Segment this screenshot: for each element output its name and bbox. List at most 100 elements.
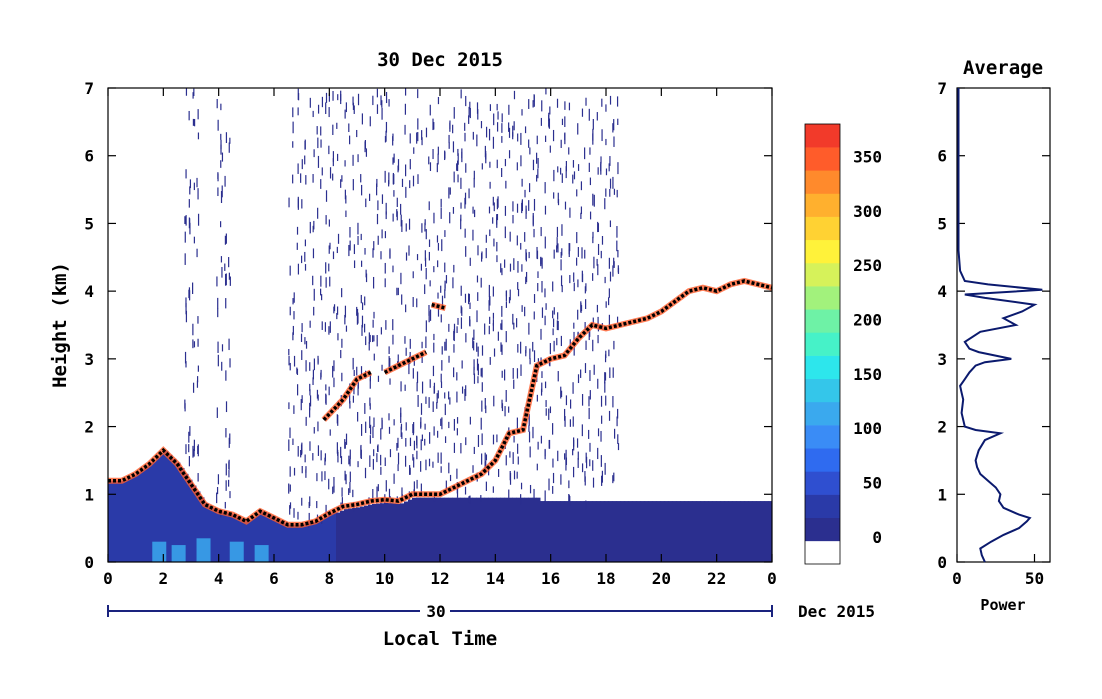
- heatmap-cell: [472, 337, 474, 349]
- heatmap-cell: [576, 438, 579, 448]
- heatmap-cell: [444, 403, 446, 416]
- heatmap-cell: [221, 361, 223, 371]
- heatmap-cell: [376, 503, 381, 562]
- heatmap-cell: [184, 216, 186, 224]
- heatmap-cell: [425, 396, 427, 404]
- heatmap-cell: [332, 158, 334, 167]
- heatmap-cell: [217, 474, 220, 485]
- heatmap-cell: [376, 183, 378, 196]
- heatmap-cell: [569, 274, 571, 284]
- heatmap-cell: [556, 320, 558, 331]
- heatmap-cell: [473, 177, 475, 188]
- heatmap-cell: [216, 407, 218, 418]
- heatmap-cell: [393, 190, 395, 197]
- heatmap-cell: [477, 435, 480, 447]
- heatmap-cell: [549, 106, 551, 115]
- heatmap-cell: [300, 333, 303, 342]
- heatmap-cell: [284, 522, 289, 562]
- heatmap-cell: [613, 136, 615, 147]
- heatmap-cell: [312, 110, 314, 118]
- heatmap-cell: [412, 424, 414, 433]
- heatmap-cell: [376, 88, 378, 98]
- heatmap-cell: [564, 101, 566, 110]
- heatmap-cell: [384, 262, 386, 274]
- y-axis: 0 1 2 3 4 5 6 7: [84, 79, 772, 572]
- heatmap-cell: [228, 338, 230, 351]
- heatmap-cell: [504, 406, 506, 417]
- heatmap-cell: [376, 453, 378, 463]
- heatmap-cell: [388, 356, 390, 368]
- heatmap-cell: [576, 501, 581, 562]
- heatmap-cell: [417, 394, 419, 407]
- heatmap-cell: [540, 328, 542, 340]
- heatmap-cell: [368, 332, 370, 344]
- heatmap-cell: [337, 233, 340, 244]
- heatmap-cell: [436, 163, 438, 173]
- heatmap-cell: [492, 136, 495, 149]
- heatmap-cell: [376, 213, 379, 225]
- heatmap-cell: [400, 381, 402, 392]
- heatmap-cell: [389, 358, 391, 369]
- average-y-tick-label: 5: [937, 214, 947, 233]
- heatmap-cell: [412, 271, 414, 279]
- heatmap-cell: [521, 264, 523, 272]
- heatmap-cell: [124, 479, 129, 562]
- heatmap-cell: [540, 226, 542, 237]
- heatmap-cell: [336, 442, 338, 454]
- heatmap-cell: [604, 372, 606, 384]
- heatmap-cell: [380, 251, 382, 260]
- heatmap-cell: [596, 112, 598, 121]
- heatmap-cell: [305, 340, 308, 349]
- heatmap-cell: [189, 290, 191, 301]
- heatmap-cell: [585, 456, 588, 469]
- heatmap-cell: [309, 320, 311, 328]
- heatmap-cell: [517, 289, 520, 297]
- y-tick-label: 5: [84, 214, 94, 233]
- heatmap-cell: [289, 502, 292, 509]
- heatmap-cell: [596, 258, 598, 266]
- heatmap-cell: [225, 463, 227, 476]
- heatmap-cell: [513, 90, 516, 100]
- heatmap-cell: [388, 488, 391, 498]
- heatmap-cell: [393, 419, 395, 426]
- heatmap-cell: [313, 427, 315, 434]
- heatmap-cell: [584, 147, 586, 160]
- heatmap-cell: [224, 501, 226, 509]
- average-plot-frame: [956, 87, 1051, 563]
- heatmap-cell: [416, 371, 419, 384]
- heatmap-cell: [348, 123, 350, 133]
- heatmap-cell: [373, 311, 375, 319]
- heatmap-cell: [601, 98, 603, 107]
- heatmap-cell: [289, 306, 291, 316]
- heatmap-cell: [577, 123, 579, 135]
- heatmap-cell: [533, 294, 536, 303]
- heatmap-cell: [505, 290, 507, 301]
- heatmap-cell: [301, 497, 303, 506]
- heatmap-cell: [616, 501, 621, 562]
- heatmap-cell: [612, 265, 614, 277]
- heatmap-cell: [433, 212, 435, 224]
- heatmap-cells: [108, 88, 773, 562]
- heatmap-cell: [297, 511, 299, 520]
- heatmap-cell: [492, 217, 494, 224]
- heatmap-cell: [185, 215, 187, 226]
- heatmap-cell: [401, 178, 404, 188]
- x-tick-label: 10: [375, 569, 394, 588]
- heatmap-cell: [580, 206, 583, 215]
- heatmap-cell: [533, 311, 535, 320]
- colorbar-tick-label: 300: [853, 202, 882, 221]
- heatmap-cell: [456, 391, 458, 403]
- heatmap-cell: [584, 501, 589, 562]
- heatmap-cell: [465, 385, 467, 397]
- heatmap-cell: [516, 368, 519, 379]
- heatmap-cell: [197, 132, 200, 140]
- heatmap-cell: [552, 423, 554, 435]
- heatmap-cell: [544, 236, 546, 249]
- heatmap-cell: [193, 88, 195, 97]
- heatmap-cell: [740, 501, 745, 562]
- heatmap-cell: [436, 402, 438, 409]
- heatmap-cell: [413, 422, 415, 434]
- heatmap-cell: [496, 214, 499, 221]
- heatmap-cell: [545, 400, 547, 407]
- average-x-axis: 0 50: [952, 554, 1044, 588]
